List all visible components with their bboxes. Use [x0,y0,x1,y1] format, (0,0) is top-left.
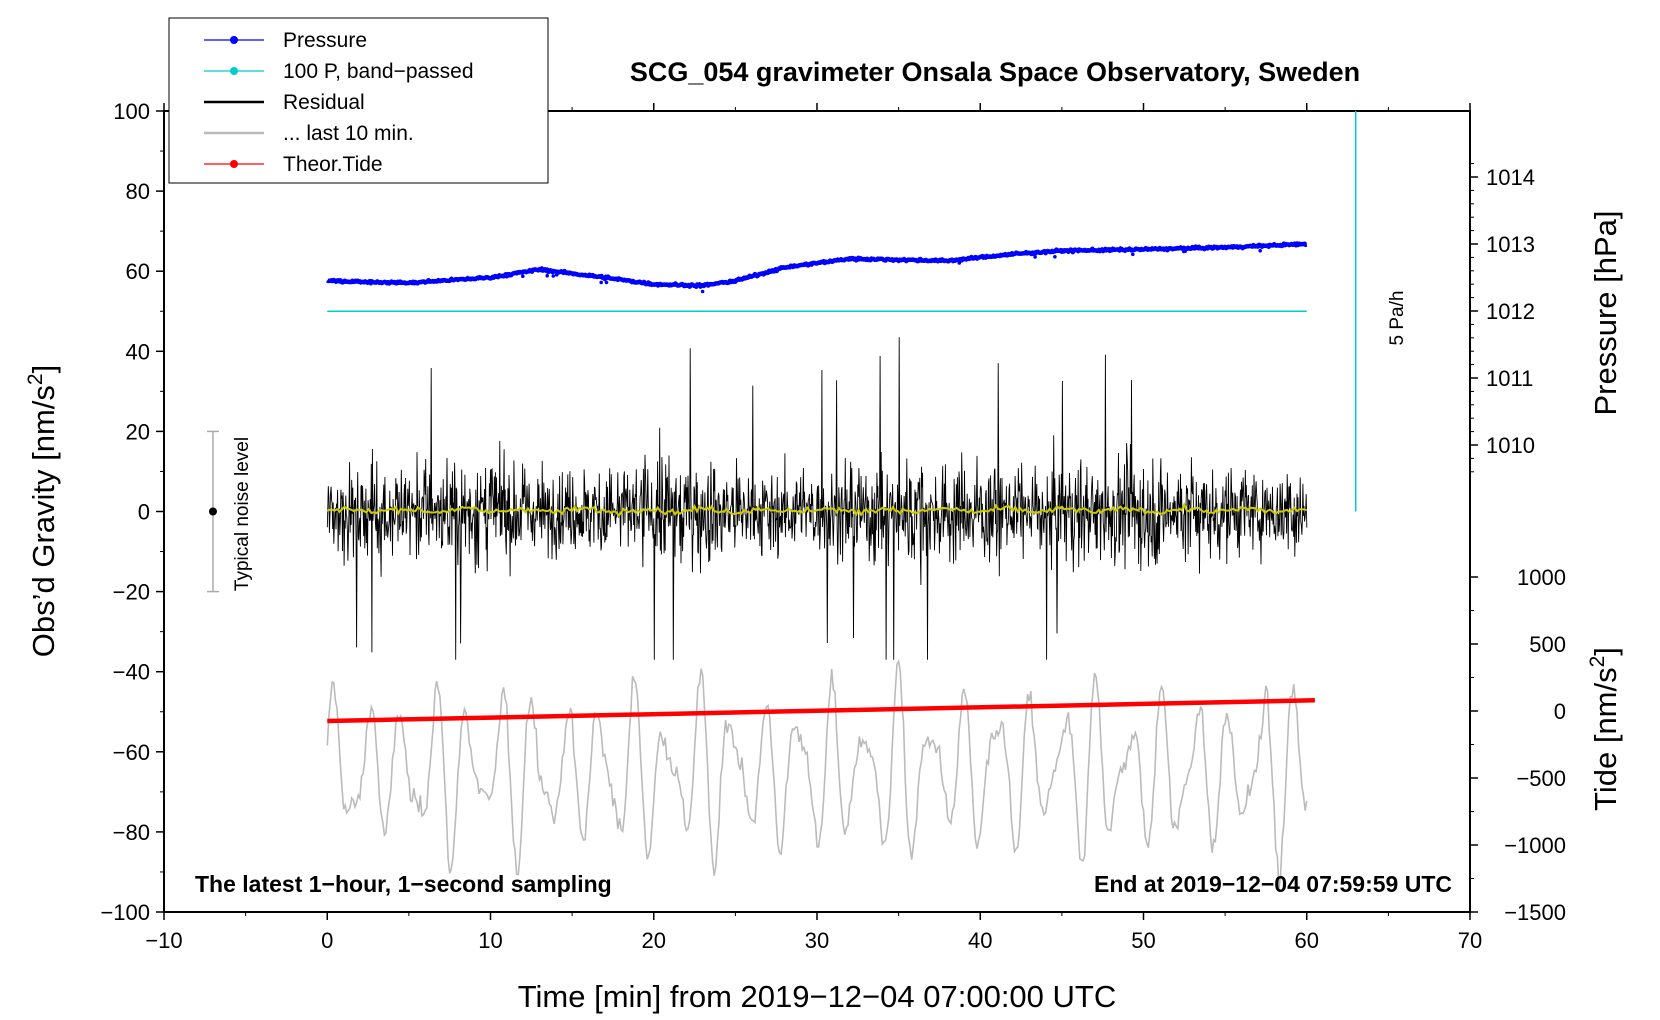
legend: Pressure 100 P, band−passed Residual ... la… [168,17,549,184]
y-tick-label: 0 [138,500,150,525]
pressure-axis-title: Pressure [hPa] [1588,210,1623,415]
y-tick-label: −60 [113,740,150,765]
legend-swatch-dot [230,160,238,168]
tide-axis-title: Tide [nm/s2] [1586,647,1623,811]
y-tick-label: 40 [126,339,150,364]
pressure-outlier-point [604,280,609,285]
last-10-min-series-line [326,659,1308,890]
pressure-outlier-point [599,280,603,285]
tide-tick-label: −1500 [1504,900,1566,925]
x-tick-label: 70 [1458,928,1482,953]
legend-entries: Pressure 100 P, band−passed Residual ... la… [204,29,474,176]
y-axis-left-ticks: 100 80 60 40 20 0 −20 −40 −60 −80 −100 [100,99,164,925]
legend-label: Theor.Tide [283,153,383,176]
legend-label: ... last 10 min. [283,122,414,145]
y-axis-left-title: Obs’d Gravity [nm/s2] [24,365,61,658]
noise-level-label: Typical noise level [232,437,253,591]
legend-box [168,17,549,184]
legend-label: Pressure [283,29,367,52]
tide-tick-label: 500 [1529,632,1566,657]
y-tick-label: 20 [126,419,150,444]
residual-series-line [326,337,1308,660]
pressure-outlier-point [1053,254,1057,259]
data-layer [326,241,1315,890]
pressure-tick-label: 1012 [1486,299,1535,324]
tide-tick-label: −500 [1516,766,1566,791]
tide-tick-label: 0 [1554,699,1566,724]
pressure-outlier-point [957,261,962,265]
pressure-tick-label: 1011 [1486,366,1533,391]
y-tick-label: 100 [113,99,150,124]
x-axis-title: Time [min] from 2019−12−04 07:00:00 UTC [518,979,1117,1014]
pressure-outlier-point [1258,248,1262,253]
pressure-outlier-point [545,274,549,278]
pressure-outlier-point [551,274,556,278]
y-tick-label: 80 [126,179,150,204]
residual-smoothed-series-line [326,501,1308,517]
tide-axis-ticks: 1000 500 0 −500 −1000 −1500 [1470,565,1566,925]
y-tick-label: −100 [100,900,150,925]
x-tick-label: 40 [968,928,992,953]
x-tick-label: 10 [478,928,502,953]
theoretical-tide-series-line [327,698,1315,724]
x-tick-label: −10 [145,928,182,953]
x-tick-label: 30 [805,928,829,953]
x-tick-label: 0 [321,928,333,953]
pressure-series-line [326,241,1308,289]
legend-label: 100 P, band−passed [283,60,474,83]
pressure-tick-label: 1014 [1486,165,1535,190]
y-tick-label: −20 [113,580,150,605]
legend-label: Residual [283,91,365,114]
pressure-tick-label: 1010 [1486,433,1535,458]
pressure-tick-label: 1013 [1486,232,1535,257]
y-tick-label: −40 [113,660,150,685]
pressure-outlier-point [554,273,559,277]
pressure-outlier-point [1131,252,1135,257]
legend-swatch-dot [230,67,238,75]
bottom-right-note: End at 2019−12−04 07:59:59 UTC [1094,871,1452,897]
x-axis-ticks: −10 0 10 20 30 40 50 60 70 [145,103,1482,953]
noise-level-marker [206,430,219,593]
pressure-outlier-point [521,274,525,279]
noise-center-dot [208,507,217,516]
tide-tick-label: 1000 [1517,565,1566,590]
pressure-outlier-point [700,289,705,294]
pressure-outlier-point [1183,249,1188,253]
rate-bar-label: 5 Pa/h [1387,291,1408,346]
tide-tick-label: −1000 [1504,833,1566,858]
y-tick-label: 60 [126,259,150,284]
pressure-axis-ticks: 1014 1013 1012 1011 1010 [1470,163,1535,473]
x-tick-label: 60 [1295,928,1319,953]
bottom-left-note: The latest 1−hour, 1−second sampling [195,871,612,897]
legend-swatch-dot [230,36,238,44]
x-tick-label: 20 [642,928,666,953]
pressure-outlier-point [1033,255,1037,259]
x-tick-label: 50 [1131,928,1155,953]
chart-title: SCG_054 gravimeter Onsala Space Observat… [630,57,1360,87]
y-tick-label: −80 [113,820,150,845]
